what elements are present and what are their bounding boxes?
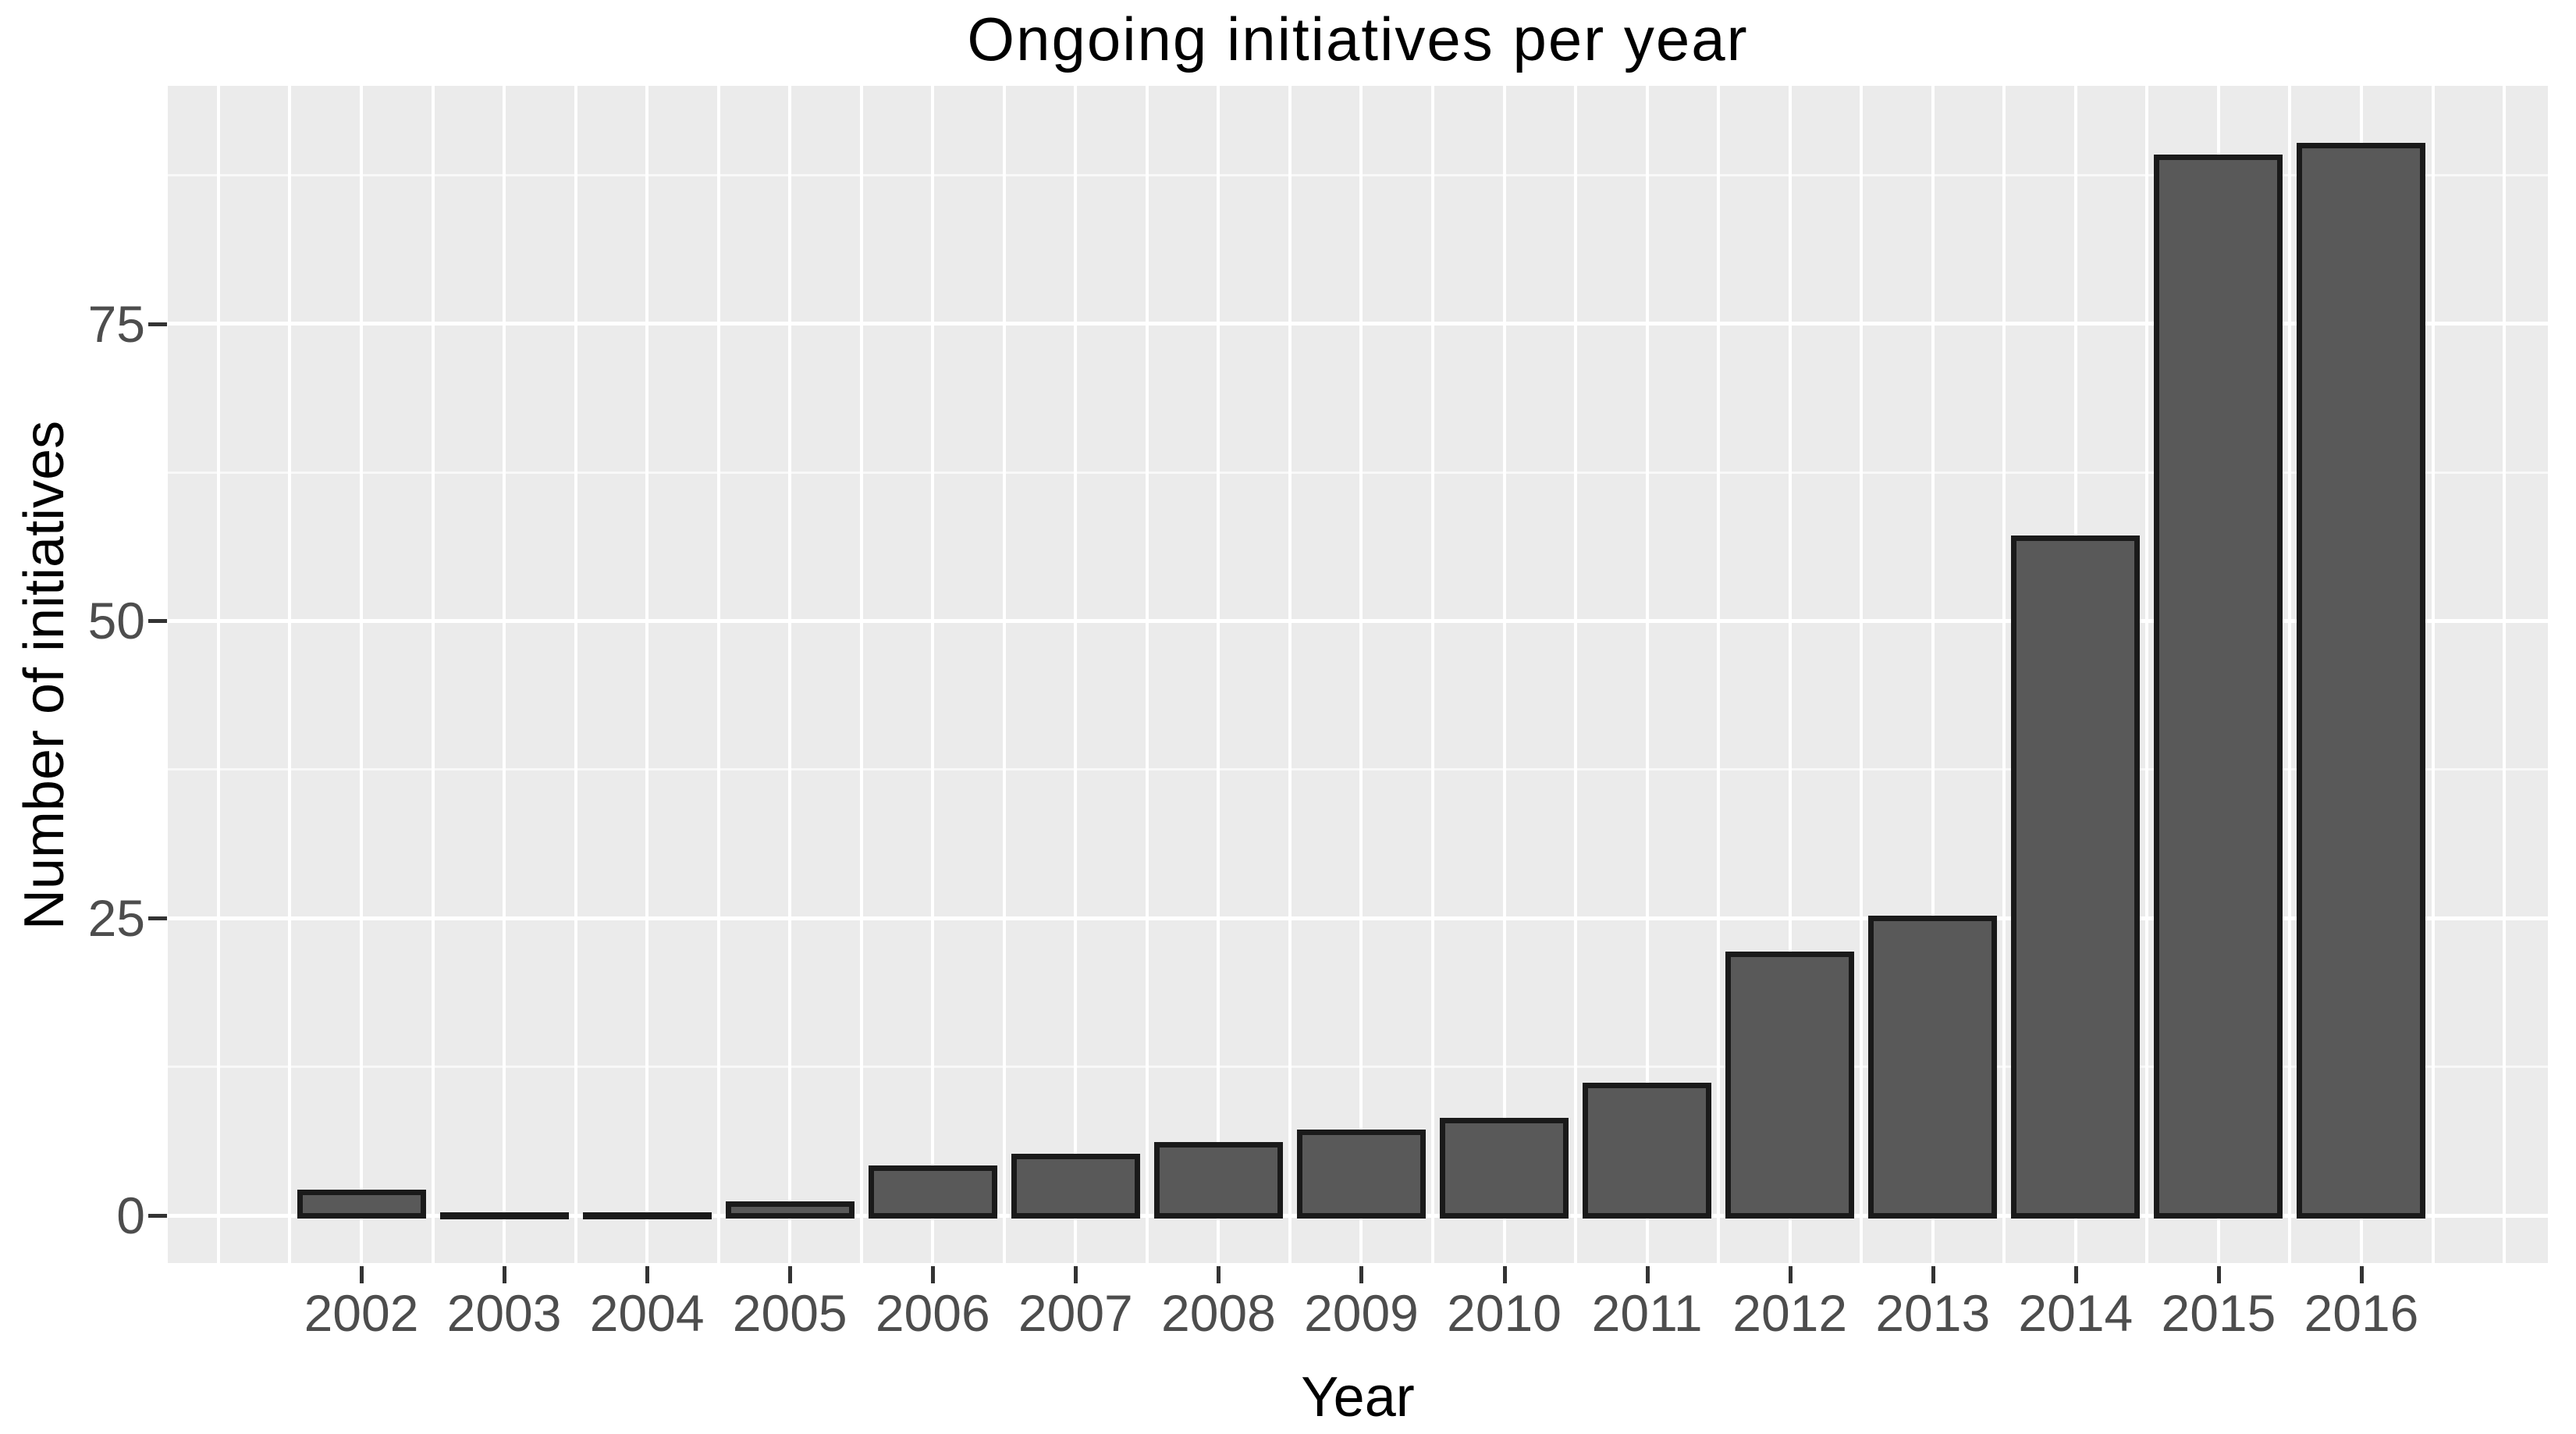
vertical-gridline <box>574 86 577 1263</box>
x-tick-label: 2011 <box>1591 1284 1703 1342</box>
y-tick-label: 0 <box>116 1187 145 1245</box>
major-gridline <box>168 916 2548 920</box>
x-tick-mark <box>1502 1266 1507 1283</box>
y-tick-label: 25 <box>87 889 145 948</box>
bar-2010 <box>1440 1118 1569 1219</box>
vertical-gridline <box>216 86 220 1263</box>
x-tick-label: 2010 <box>1447 1284 1562 1342</box>
vertical-gridline <box>2431 86 2435 1263</box>
bar-2012 <box>1725 951 1855 1219</box>
vertical-gridline <box>1288 86 1292 1263</box>
x-tick-label: 2003 <box>446 1284 562 1342</box>
bar-2008 <box>1153 1141 1283 1219</box>
x-tick-label: 2012 <box>1732 1284 1848 1342</box>
vertical-gridline <box>859 86 863 1263</box>
plot-panel <box>168 86 2548 1263</box>
x-tick-mark <box>931 1266 936 1283</box>
vertical-gridline <box>1788 86 1792 1263</box>
x-tick-label: 2014 <box>2018 1284 2134 1342</box>
vertical-gridline <box>1860 86 1864 1263</box>
minor-gridline <box>168 768 2548 771</box>
x-tick-mark <box>2359 1266 2364 1283</box>
x-tick-mark <box>645 1266 650 1283</box>
bar-2016 <box>2297 143 2426 1219</box>
vertical-gridline <box>1931 86 1935 1263</box>
x-tick-mark <box>503 1266 507 1283</box>
x-tick-mark <box>1931 1266 1935 1283</box>
x-tick-label: 2015 <box>2161 1284 2276 1342</box>
vertical-gridline <box>1717 86 1721 1263</box>
major-gridline <box>168 322 2548 326</box>
vertical-gridline <box>1002 86 1006 1263</box>
x-tick-mark <box>360 1266 364 1283</box>
x-tick-mark <box>1074 1266 1078 1283</box>
x-tick-mark <box>1788 1266 1793 1283</box>
bar-2009 <box>1296 1130 1426 1219</box>
x-tick-mark <box>1359 1266 1364 1283</box>
bar-2011 <box>1583 1082 1712 1219</box>
x-tick-mark <box>1217 1266 1221 1283</box>
vertical-gridline <box>360 86 363 1263</box>
x-tick-label: 2009 <box>1304 1284 1419 1342</box>
vertical-gridline <box>2002 86 2006 1263</box>
vertical-gridline <box>931 86 935 1263</box>
vertical-gridline <box>1502 86 1506 1263</box>
bar-2015 <box>2154 155 2283 1219</box>
x-tick-label: 2005 <box>732 1284 847 1342</box>
x-axis-title: Year <box>1301 1366 1415 1429</box>
major-gridline <box>168 618 2548 623</box>
vertical-gridline <box>645 86 649 1263</box>
y-axis-title: Number of initiatives <box>13 420 76 930</box>
bar-2007 <box>1011 1153 1140 1219</box>
y-tick-mark <box>148 619 167 624</box>
vertical-gridline <box>1217 86 1220 1263</box>
vertical-gridline <box>431 86 435 1263</box>
vertical-gridline <box>288 86 292 1263</box>
vertical-gridline <box>1074 86 1078 1263</box>
x-tick-label: 2007 <box>1018 1284 1133 1342</box>
vertical-gridline <box>1359 86 1363 1263</box>
x-tick-label: 2013 <box>1875 1284 1991 1342</box>
vertical-gridline <box>716 86 720 1263</box>
vertical-gridline <box>503 86 506 1263</box>
bar-2014 <box>2011 535 2141 1219</box>
bar-2003 <box>439 1212 569 1220</box>
vertical-gridline <box>1145 86 1149 1263</box>
y-tick-mark <box>148 1214 167 1219</box>
minor-gridline <box>168 1066 2548 1069</box>
vertical-gridline <box>1574 86 1578 1263</box>
minor-gridline <box>168 173 2548 176</box>
x-tick-label: 2006 <box>875 1284 990 1342</box>
y-tick-mark <box>148 916 167 921</box>
vertical-gridline <box>2503 86 2507 1263</box>
vertical-gridline <box>2288 86 2292 1263</box>
chart-title: Ongoing initiatives per year <box>967 5 1749 73</box>
vertical-gridline <box>1431 86 1435 1263</box>
vertical-gridline <box>2145 86 2149 1263</box>
vertical-gridline <box>1645 86 1649 1263</box>
minor-gridline <box>168 471 2548 474</box>
bar-2006 <box>868 1165 997 1219</box>
bar-2005 <box>725 1201 855 1219</box>
x-tick-mark <box>2073 1266 2078 1283</box>
bar-2013 <box>1868 916 1998 1219</box>
bar-2004 <box>582 1212 712 1220</box>
x-tick-mark <box>1645 1266 1650 1283</box>
vertical-gridline <box>788 86 792 1263</box>
x-tick-mark <box>788 1266 793 1283</box>
y-tick-label: 75 <box>87 294 145 353</box>
x-tick-label: 2008 <box>1160 1284 1276 1342</box>
x-tick-mark <box>2216 1266 2221 1283</box>
x-tick-label: 2016 <box>2304 1284 2419 1342</box>
y-tick-mark <box>148 322 167 326</box>
y-tick-label: 50 <box>87 592 145 650</box>
x-tick-label: 2004 <box>589 1284 705 1342</box>
bar-2002 <box>297 1189 426 1219</box>
x-tick-label: 2002 <box>304 1284 419 1342</box>
